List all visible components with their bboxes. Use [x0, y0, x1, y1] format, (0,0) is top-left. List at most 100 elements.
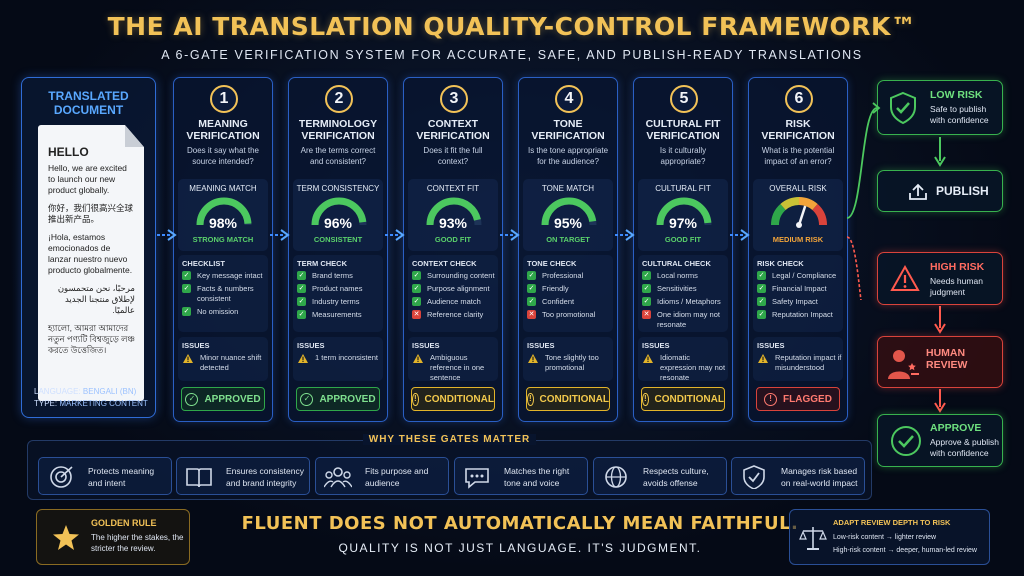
gate-metric: CULTURAL FIT 97% GOOD FIT [638, 179, 728, 251]
check-icon: ✓ [527, 271, 536, 280]
low-risk-title: LOW RISK [930, 89, 983, 101]
check-icon: ✓ [757, 297, 766, 306]
status-label: APPROVED [319, 393, 376, 405]
slogan-secondary: QUALITY IS NOT JUST LANGUAGE. IT'S JUDGM… [338, 541, 702, 555]
gate-2: 2 TERMINOLOGY VERIFICATION Are the terms… [288, 77, 388, 422]
slogan-primary: FLUENT DOES NOT AUTOMATICALLY MEAN FAITH… [241, 513, 799, 534]
why-item: Ensures consistency and brand integrity [176, 457, 310, 495]
issues-title: ISSUES [412, 341, 440, 350]
checklist-title: RISK CHECK [757, 259, 804, 268]
gate-question: Does it say what the source intended? [186, 146, 260, 166]
alert-circle-icon: ! [642, 392, 649, 406]
check-item-label: Confident [542, 297, 575, 306]
human-review-button[interactable]: HUMAN REVIEW [877, 336, 1003, 388]
gate-title: TONE VERIFICATION [531, 118, 605, 142]
gate-status-badge[interactable]: ✓ APPROVED [296, 387, 380, 411]
check-item-label: Brand terms [312, 271, 353, 280]
issues-title: ISSUES [757, 341, 785, 350]
status-label: CONDITIONAL [424, 393, 494, 405]
metric-label: MEANING MATCH [189, 184, 257, 193]
why-item: Protects meaning and intent [38, 457, 172, 495]
low-risk-box: LOW RISK Safe to publish with confidence [877, 80, 1003, 135]
book-icon [186, 468, 212, 488]
gate-3: 3 CONTEXT VERIFICATION Does it fit the f… [403, 77, 503, 422]
issues-title: ISSUES [182, 341, 210, 350]
check-item-label: Key message intact [197, 271, 263, 280]
arrow-down-icon [934, 137, 946, 167]
check-icon: ✓ [297, 310, 306, 319]
gate-title: MEANING VERIFICATION [186, 118, 260, 142]
check-item: ✓ Facts & numbers consistent [182, 284, 268, 304]
gate-number: 6 [785, 85, 813, 113]
scales-icon [799, 527, 827, 550]
gate-5: 5 CULTURAL FIT VERIFICATION Is it cultur… [633, 77, 733, 422]
check-icon: ✓ [642, 284, 651, 293]
adapt-title: ADAPT REVIEW DEPTH TO RISK [833, 518, 951, 527]
check-item-label: Measurements [312, 310, 362, 319]
check-icon: ✓ [182, 284, 191, 293]
type-label: TYPE: [34, 399, 58, 408]
text-bengali: হ্যালো, আমরা আমাদের নতুন পণ্যটি বিশ্বজুড… [48, 323, 135, 355]
flow-arrow-icon [500, 229, 520, 241]
check-item-label: Reputation Impact [772, 310, 833, 319]
why-item-text: Ensures consistency and brand integrity [226, 466, 304, 488]
check-item-label: Reference clarity [427, 310, 484, 319]
publish-button[interactable]: PUBLISH [877, 170, 1003, 212]
check-circle-icon [891, 426, 921, 456]
gate-status-badge[interactable]: ! CONDITIONAL [526, 387, 610, 411]
status-label: FLAGGED [783, 393, 832, 405]
why-item: Matches the right tone and voice [454, 457, 588, 495]
check-icon: ✓ [297, 284, 306, 293]
check-item: ✕ Reference clarity [412, 310, 498, 320]
gate-title: RISK VERIFICATION [761, 118, 835, 142]
warning-icon [528, 354, 538, 363]
gate-checklist: CULTURAL CHECK ✓ Local norms ✓ Sensitivitie… [638, 255, 728, 332]
gate-6: 6 RISK VERIFICATION What is the potentia… [748, 77, 848, 422]
text-arabic: مرحبًا، نحن متحمسون لإطلاق منتجنا الجديد… [57, 283, 135, 315]
why-item: Fits purpose and audience [315, 457, 449, 495]
metric-status: GOOD FIT [434, 235, 472, 244]
check-item-label: Purpose alignment [427, 284, 490, 293]
check-item: ✕ Too promotional [527, 310, 613, 320]
check-icon: ✓ [642, 271, 651, 280]
x-icon: ✕ [642, 310, 651, 319]
issues-title: ISSUES [527, 341, 555, 350]
document-title: TRANSLATED DOCUMENT [48, 89, 129, 117]
gate-checklist: TERM CHECK ✓ Brand terms ✓ Product names ✓ In… [293, 255, 383, 332]
target-icon [50, 466, 73, 488]
gate-status-badge[interactable]: ! FLAGGED [756, 387, 840, 411]
gate-title: CONTEXT VERIFICATION [416, 118, 490, 142]
check-item: ✓ Industry terms [297, 297, 383, 307]
metric-status: STRONG MATCH [192, 235, 254, 244]
metric-percent: 97% [668, 215, 698, 231]
translated-document-panel: TRANSLATED DOCUMENT HELLO Hello, we are … [21, 77, 156, 418]
flow-arrow-icon [270, 229, 290, 241]
high-risk-sub: Needs human judgment [930, 276, 983, 297]
gate-status-badge[interactable]: ! CONDITIONAL [411, 387, 495, 411]
gate-checklist: RISK CHECK ✓ Legal / Compliance ✓ Financial… [753, 255, 843, 332]
risk-gauge [770, 196, 828, 228]
approve-button[interactable]: APPROVE Approve & publish with confidenc… [877, 414, 1003, 467]
gate-issues: ISSUES 1 term inconsistent [293, 337, 383, 381]
check-item: ✓ Legal / Compliance [757, 271, 843, 281]
gate-checklist: CONTEXT CHECK ✓ Surrounding content ✓ Purpo… [408, 255, 498, 332]
gate-status-badge[interactable]: ! CONDITIONAL [641, 387, 725, 411]
check-item: ✓ Idioms / Metaphors [642, 297, 728, 307]
warning-icon [413, 354, 423, 363]
gate-status-badge[interactable]: ✓ APPROVED [181, 387, 265, 411]
star-badge-icon [53, 525, 79, 550]
check-item-label: Idioms / Metaphors [657, 297, 721, 306]
gate-4: 4 TONE VERIFICATION Is the tone appropri… [518, 77, 618, 422]
check-item: ✓ Financial Impact [757, 284, 843, 294]
publish-label: PUBLISH [936, 184, 989, 198]
gate-checklist: CHECKLIST ✓ Key message intact ✓ Facts & nu… [178, 255, 268, 332]
check-icon: ✓ [527, 297, 536, 306]
gate-title: CULTURAL FIT VERIFICATION [645, 118, 721, 142]
document-meta: LANGUAGE: BENGALI (BN) TYPE: MARKETING C… [34, 386, 148, 410]
metric-label: TERM CONSISTENCY [296, 184, 380, 193]
checklist-title: TONE CHECK [527, 259, 577, 268]
arrow-down-icon [934, 306, 946, 334]
check-icon: ✓ [642, 297, 651, 306]
gate-question: Are the terms correct and consistent? [300, 146, 376, 166]
check-item: ✓ Friendly [527, 284, 613, 294]
